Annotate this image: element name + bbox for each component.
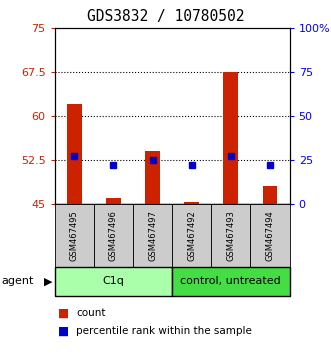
Text: C1q: C1q xyxy=(102,276,124,286)
Bar xyxy=(223,72,238,204)
Text: GSM467497: GSM467497 xyxy=(148,210,157,261)
Bar xyxy=(106,198,121,204)
Text: GDS3832 / 10780502: GDS3832 / 10780502 xyxy=(87,9,244,24)
Text: GSM467492: GSM467492 xyxy=(187,210,196,261)
Text: GSM467493: GSM467493 xyxy=(226,210,235,261)
Text: GSM467496: GSM467496 xyxy=(109,210,118,261)
Text: GSM467494: GSM467494 xyxy=(265,210,274,261)
Bar xyxy=(262,186,277,204)
Text: ■: ■ xyxy=(58,325,69,337)
Bar xyxy=(67,104,82,204)
Text: ▶: ▶ xyxy=(44,276,53,286)
Text: agent: agent xyxy=(2,276,34,286)
Text: percentile rank within the sample: percentile rank within the sample xyxy=(76,326,252,336)
Text: ■: ■ xyxy=(58,307,69,320)
Text: count: count xyxy=(76,308,106,318)
Bar xyxy=(145,151,160,204)
Text: control, untreated: control, untreated xyxy=(180,276,281,286)
Text: GSM467495: GSM467495 xyxy=(70,210,79,261)
Bar xyxy=(184,202,199,204)
